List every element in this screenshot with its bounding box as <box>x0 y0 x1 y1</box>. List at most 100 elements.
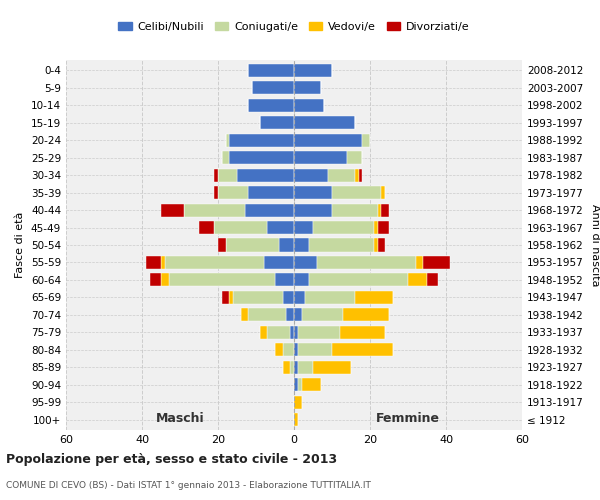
Bar <box>229 291 233 304</box>
Bar <box>427 274 439 286</box>
Bar <box>146 256 161 269</box>
Bar <box>294 168 328 181</box>
Bar <box>408 274 427 286</box>
Bar <box>302 378 320 391</box>
Bar <box>214 186 218 199</box>
Bar <box>294 64 332 77</box>
Bar <box>309 238 374 252</box>
Bar <box>298 378 302 391</box>
Bar <box>252 82 294 94</box>
Bar <box>294 221 313 234</box>
Bar <box>377 204 382 216</box>
Bar <box>294 396 302 408</box>
Bar <box>226 134 229 147</box>
Bar <box>294 274 309 286</box>
Bar <box>165 256 263 269</box>
Bar <box>248 308 286 322</box>
Bar <box>328 168 355 181</box>
Bar <box>302 308 343 322</box>
Bar <box>290 360 294 374</box>
Bar <box>332 204 377 216</box>
Bar <box>260 326 268 339</box>
Bar <box>294 343 298 356</box>
Bar <box>294 378 298 391</box>
Bar <box>229 134 294 147</box>
Bar <box>332 343 393 356</box>
Bar <box>275 343 283 356</box>
Bar <box>313 221 374 234</box>
Y-axis label: Fasce di età: Fasce di età <box>16 212 25 278</box>
Bar <box>294 116 355 130</box>
Bar <box>317 256 416 269</box>
Bar <box>229 151 294 164</box>
Bar <box>248 99 294 112</box>
Bar <box>294 134 362 147</box>
Bar <box>283 291 294 304</box>
Bar <box>260 116 294 130</box>
Bar <box>377 238 385 252</box>
Bar <box>294 151 347 164</box>
Bar <box>222 291 229 304</box>
Bar <box>279 238 294 252</box>
Bar <box>374 238 377 252</box>
Bar <box>214 221 268 234</box>
Bar <box>332 186 382 199</box>
Bar <box>161 204 184 216</box>
Bar <box>294 413 298 426</box>
Bar <box>268 221 294 234</box>
Bar <box>305 291 355 304</box>
Bar <box>294 204 332 216</box>
Bar <box>218 168 237 181</box>
Bar <box>248 64 294 77</box>
Bar <box>355 291 393 304</box>
Bar <box>309 274 408 286</box>
Bar <box>377 221 389 234</box>
Legend: Celibi/Nubili, Coniugati/e, Vedovi/e, Divorziati/e: Celibi/Nubili, Coniugati/e, Vedovi/e, Di… <box>114 18 474 36</box>
Bar <box>286 308 294 322</box>
Bar <box>313 360 351 374</box>
Bar <box>294 82 320 94</box>
Bar <box>294 186 332 199</box>
Bar <box>149 274 161 286</box>
Bar <box>298 326 340 339</box>
Bar <box>214 168 218 181</box>
Bar <box>355 168 359 181</box>
Bar <box>241 308 248 322</box>
Bar <box>298 343 332 356</box>
Bar <box>233 291 283 304</box>
Bar <box>382 204 389 216</box>
Bar <box>184 204 245 216</box>
Bar <box>423 256 450 269</box>
Bar <box>290 326 294 339</box>
Bar <box>362 134 370 147</box>
Bar <box>268 326 290 339</box>
Bar <box>416 256 423 269</box>
Bar <box>382 186 385 199</box>
Bar <box>237 168 294 181</box>
Bar <box>294 256 317 269</box>
Bar <box>374 221 377 234</box>
Bar <box>245 204 294 216</box>
Bar <box>199 221 214 234</box>
Bar <box>294 308 302 322</box>
Text: Femmine: Femmine <box>376 412 440 425</box>
Bar <box>294 360 298 374</box>
Bar <box>347 151 362 164</box>
Bar <box>218 186 248 199</box>
Bar <box>359 168 362 181</box>
Bar <box>294 99 325 112</box>
Text: Popolazione per età, sesso e stato civile - 2013: Popolazione per età, sesso e stato civil… <box>6 452 337 466</box>
Bar <box>298 360 313 374</box>
Bar <box>222 151 229 164</box>
Bar <box>283 343 294 356</box>
Text: COMUNE DI CEVO (BS) - Dati ISTAT 1° gennaio 2013 - Elaborazione TUTTITALIA.IT: COMUNE DI CEVO (BS) - Dati ISTAT 1° genn… <box>6 480 371 490</box>
Text: Maschi: Maschi <box>155 412 205 425</box>
Bar <box>294 238 309 252</box>
Bar <box>343 308 389 322</box>
Bar <box>294 291 305 304</box>
Bar <box>294 326 298 339</box>
Bar <box>340 326 385 339</box>
Bar <box>218 238 226 252</box>
Y-axis label: Anni di nascita: Anni di nascita <box>590 204 600 286</box>
Bar <box>226 238 279 252</box>
